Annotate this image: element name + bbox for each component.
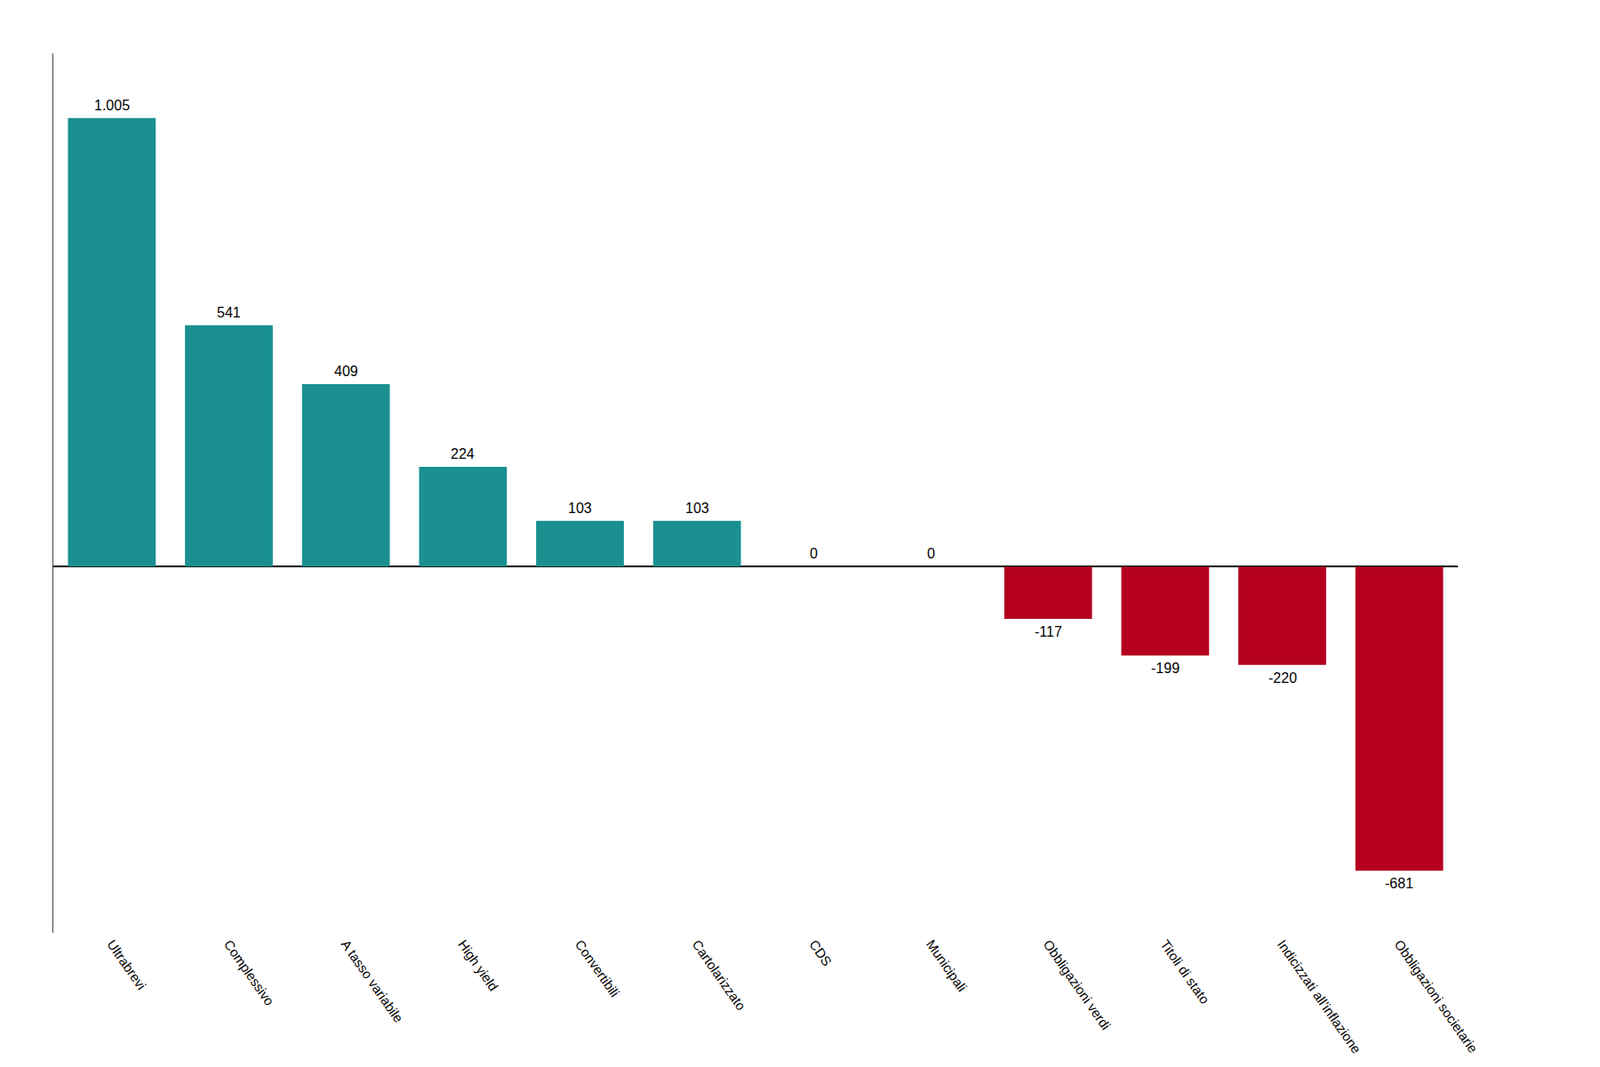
svg-text:Complessivo: Complessivo: [221, 936, 278, 1008]
svg-text:Convertibili: Convertibili: [572, 936, 623, 1000]
svg-text:Municipali: Municipali: [923, 936, 970, 994]
svg-text:Ultrabrevi: Ultrabrevi: [104, 936, 150, 992]
svg-text:CDS: CDS: [806, 936, 835, 969]
svg-text:0: 0: [927, 545, 936, 561]
svg-text:Indicizzati all’inflazione: Indicizzati all’inflazione: [1274, 936, 1365, 1056]
svg-text:A tasso variabile: A tasso variabile: [338, 936, 408, 1025]
svg-text:Cartolarizzato: Cartolarizzato: [689, 936, 750, 1014]
svg-text:103: 103: [568, 500, 592, 516]
svg-text:0: 0: [809, 545, 818, 561]
svg-text:Obbligazioni societarie: Obbligazioni societarie: [1392, 936, 1481, 1056]
svg-text:-681: -681: [1384, 875, 1414, 891]
svg-text:1.005: 1.005: [94, 97, 130, 113]
svg-text:Titoli di stato: Titoli di stato: [1157, 936, 1213, 1007]
svg-text:541: 541: [216, 304, 241, 320]
svg-text:-220: -220: [1268, 670, 1297, 686]
svg-text:103: 103: [685, 500, 710, 516]
svg-text:High yield: High yield: [455, 936, 502, 994]
svg-text:-199: -199: [1151, 660, 1180, 676]
svg-text:409: 409: [334, 363, 359, 379]
svg-text:Obbligazioni verdi: Obbligazioni verdi: [1040, 936, 1114, 1032]
svg-text:224: 224: [450, 446, 475, 462]
svg-text:-117: -117: [1034, 624, 1063, 640]
